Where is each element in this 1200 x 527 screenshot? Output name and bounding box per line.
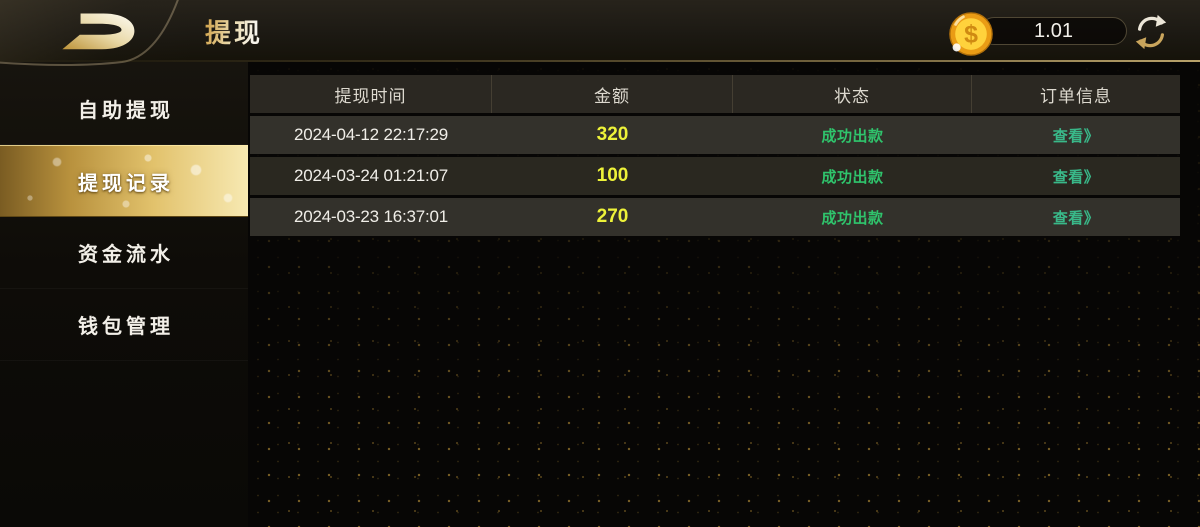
table-row: 2024-03-24 01:21:07 100 成功出款 查看》 <box>250 157 1180 195</box>
withdraw-status: 成功出款 <box>821 168 884 186</box>
sidebar-item-wallet-manage[interactable]: 钱包管理 <box>0 289 248 361</box>
refresh-button[interactable] <box>1132 13 1170 51</box>
sidebar-item-withdraw-records[interactable]: 提现记录 <box>0 145 248 217</box>
withdraw-amount: 320 <box>596 124 629 145</box>
view-order-link[interactable]: 查看》 <box>1052 127 1100 145</box>
withdraw-records-table: 提现时间 金额 状态 订单信息 2024-04-12 22:17:29 320 … <box>250 75 1180 236</box>
column-header-amount: 金额 <box>492 75 733 113</box>
coin-icon: $ <box>948 11 994 57</box>
table-header-row: 提现时间 金额 状态 订单信息 <box>250 75 1180 113</box>
withdraw-time: 2024-04-12 22:17:29 <box>293 125 449 144</box>
balance-value: 1.01 <box>1034 19 1073 42</box>
sidebar-item-self-withdraw[interactable]: 自助提现 <box>0 73 248 145</box>
view-order-link[interactable]: 查看》 <box>1052 168 1100 186</box>
view-order-link[interactable]: 查看》 <box>1052 209 1100 227</box>
app-logo <box>55 9 141 53</box>
svg-text:$: $ <box>964 21 978 49</box>
table-row: 2024-04-12 22:17:29 320 成功出款 查看》 <box>250 116 1180 154</box>
sidebar: 自助提现 提现记录 资金流水 钱包管理 <box>0 62 248 527</box>
balance-display: 1.01 <box>980 17 1127 45</box>
refresh-icon <box>1135 14 1167 50</box>
column-header-time: 提现时间 <box>250 75 492 113</box>
column-header-status: 状态 <box>733 75 972 113</box>
withdraw-time: 2024-03-23 16:37:01 <box>293 207 449 226</box>
page-title: 提现 <box>205 0 263 62</box>
table-row: 2024-03-23 16:37:01 270 成功出款 查看》 <box>250 198 1180 236</box>
withdraw-status: 成功出款 <box>821 209 884 227</box>
withdraw-status: 成功出款 <box>821 127 884 145</box>
column-header-order: 订单信息 <box>1040 86 1112 106</box>
balance-area: 1.01 $ <box>900 0 1200 62</box>
top-bar: 提现 1.01 $ <box>0 0 1200 66</box>
withdraw-time: 2024-03-24 01:21:07 <box>293 166 449 185</box>
sidebar-menu: 自助提现 提现记录 资金流水 钱包管理 <box>0 73 248 361</box>
withdraw-amount: 100 <box>596 165 629 186</box>
sidebar-item-fund-flow[interactable]: 资金流水 <box>0 217 248 289</box>
withdraw-amount: 270 <box>596 206 629 227</box>
main-content: 提现时间 金额 状态 订单信息 2024-04-12 22:17:29 320 … <box>248 62 1200 527</box>
logo-d-shape <box>62 13 135 50</box>
